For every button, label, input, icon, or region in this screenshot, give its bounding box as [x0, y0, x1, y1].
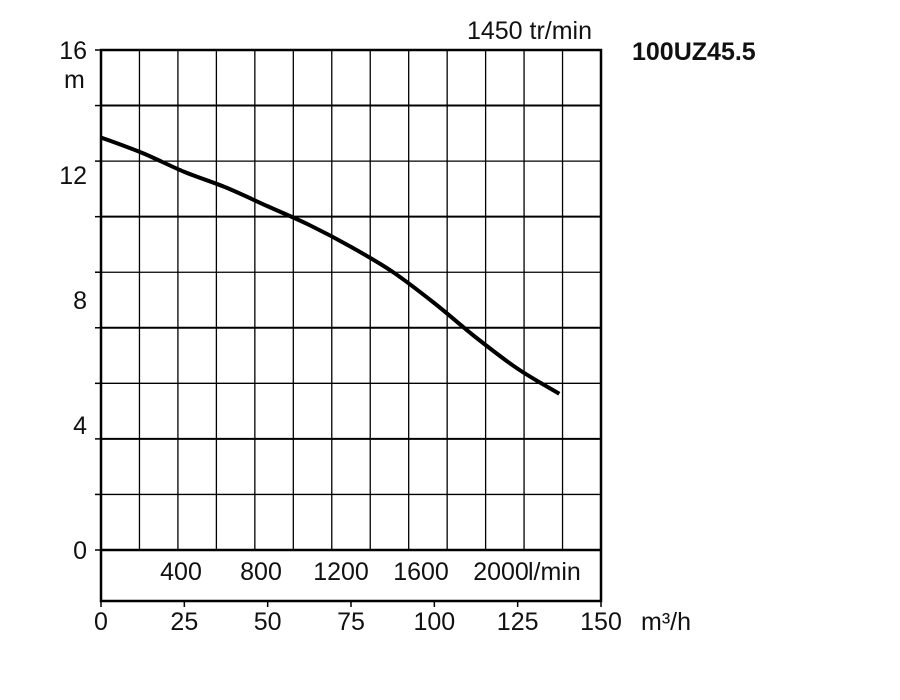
grid	[101, 50, 601, 550]
x-tick-label: 150	[580, 608, 622, 636]
secondary-x-tick-label: 1200	[313, 558, 369, 586]
secondary-x-tick-label: 1600	[393, 558, 449, 586]
frame-border	[99, 48, 603, 603]
x-tick-label: 50	[254, 608, 282, 636]
x-tick-label: 75	[337, 608, 365, 636]
y-tick-label: 12	[59, 162, 87, 190]
curve-layer	[100, 135, 561, 396]
y-tick-label: 16	[59, 37, 87, 65]
x-axis-label: m³/h	[641, 608, 691, 636]
x-tick-label: 125	[497, 608, 539, 636]
y-tick-labels: 0 4 8 12 16	[59, 37, 87, 565]
model-label: 100UZ45.5	[632, 38, 756, 66]
y-axis-label: m	[64, 66, 85, 94]
secondary-x-tick-label: 400	[160, 558, 202, 586]
y-tick-label: 4	[73, 412, 87, 440]
pump-curve-line	[100, 135, 561, 396]
x-tick-label: 100	[413, 608, 455, 636]
speed-label: 1450 tr/min	[467, 17, 592, 45]
x-tick-labels: 0 25 50 75 100 125 150	[94, 608, 622, 636]
x-tick-label: 0	[94, 608, 108, 636]
y-tick-label: 8	[73, 287, 87, 315]
y-tick-label: 0	[73, 537, 87, 565]
secondary-x-tick-labels: 400 800 1200 1600 2000	[160, 558, 529, 586]
secondary-x-tick-label: 2000	[473, 558, 529, 586]
secondary-x-axis-label: l/min	[528, 558, 581, 586]
secondary-x-tick-label: 800	[240, 558, 282, 586]
x-tick-label: 25	[170, 608, 198, 636]
plot-frame	[95, 48, 603, 607]
